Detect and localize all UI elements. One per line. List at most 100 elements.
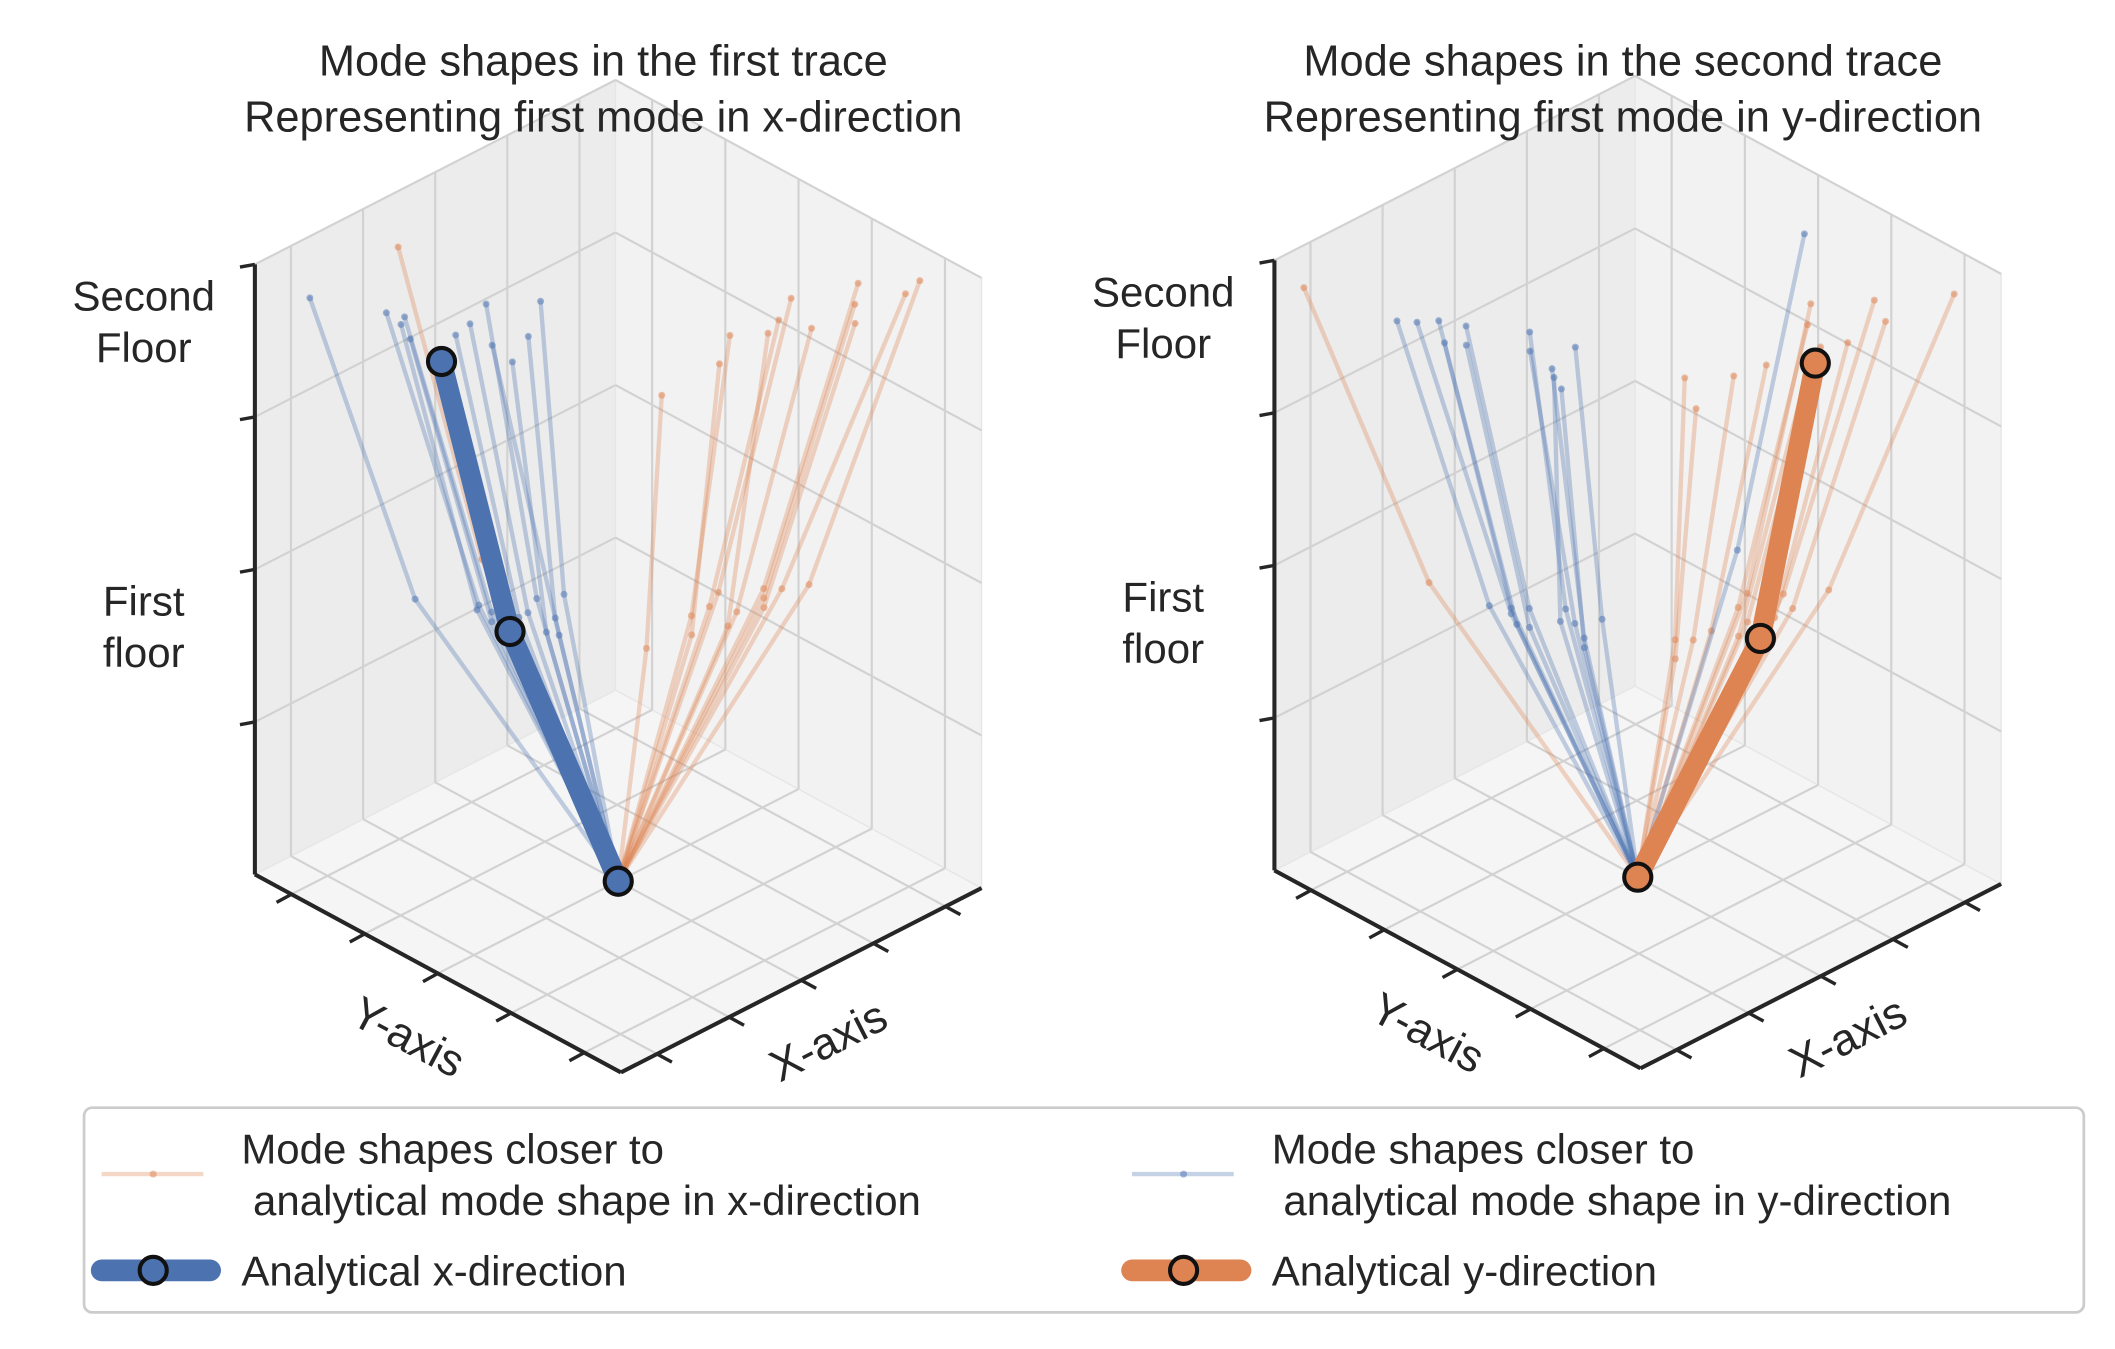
mode-point [1735, 632, 1743, 640]
mode-point [658, 391, 666, 399]
mode-point [1300, 284, 1308, 292]
mode-point [760, 604, 768, 612]
legend-box [82, 1106, 2086, 1314]
mode-point [1950, 290, 1958, 298]
mode-point [724, 622, 732, 630]
mode-point [851, 319, 859, 327]
mode-point [688, 631, 696, 639]
mode-point [560, 590, 568, 598]
legend-label: Analytical y-direction [1272, 1247, 1657, 1294]
y-tick [495, 1011, 512, 1023]
mode-point [715, 360, 723, 368]
x-tick [800, 978, 817, 990]
grid-line [615, 384, 983, 584]
mode-point [1789, 604, 1797, 612]
grid-line [254, 536, 617, 723]
mode-point [1762, 361, 1770, 369]
grid-line [1634, 532, 2002, 733]
mode-point [1413, 318, 1421, 326]
grid-line [1273, 227, 1636, 414]
mode-point [1707, 627, 1715, 635]
x-tick [656, 1052, 673, 1064]
mode-point [1550, 373, 1558, 381]
x-tick [1747, 1011, 1765, 1023]
grid-line [1310, 704, 1673, 892]
mode-point [1393, 317, 1401, 325]
legend-marker [149, 1170, 157, 1178]
mode-point [916, 277, 924, 285]
mode-point [1580, 644, 1588, 652]
mode-point [714, 588, 722, 596]
x-tick [1675, 1048, 1693, 1060]
mode-point [1462, 341, 1470, 349]
analytical-marker [1799, 347, 1831, 379]
mode-point [1571, 343, 1579, 351]
mode-point [1557, 385, 1565, 393]
z-tick [1259, 411, 1275, 418]
mode-point [1526, 623, 1534, 631]
mode-point [533, 595, 541, 603]
grid-line [615, 79, 983, 279]
x-tick [728, 1015, 745, 1027]
mode-point [1807, 300, 1815, 308]
mode-point [1825, 586, 1833, 594]
mode-point [1526, 347, 1534, 355]
z-tick [1259, 716, 1275, 723]
mode-point [1800, 230, 1808, 238]
x-tick [1819, 974, 1837, 986]
grid-line [290, 708, 653, 896]
mode-point [1580, 634, 1588, 642]
mode-point [1681, 374, 1689, 382]
z-tick [1259, 258, 1275, 265]
y-tick [1368, 928, 1386, 940]
mode-point [411, 595, 419, 603]
mode-point [542, 628, 550, 636]
mode-point [808, 324, 816, 332]
legend-marker [137, 1254, 169, 1286]
y-tick [1295, 888, 1312, 900]
mode-point [524, 332, 532, 340]
mode-point [394, 243, 402, 251]
mode-point [687, 612, 695, 620]
mode-point [1671, 636, 1679, 644]
y-tick [275, 892, 293, 904]
analytical-marker [1744, 622, 1776, 655]
mode-point [733, 608, 741, 616]
z-tick-label: First floor [103, 577, 185, 676]
mode-point [901, 290, 910, 298]
grid-line [510, 827, 873, 1015]
mode-point [382, 309, 390, 317]
grid-line [254, 231, 617, 418]
grid-line [1273, 532, 1636, 719]
mode-point [537, 297, 545, 305]
mode-point [1556, 617, 1564, 625]
mode-point [1507, 604, 1515, 612]
y-tick [348, 932, 366, 944]
mode-point [488, 608, 496, 616]
mode-point [1671, 655, 1679, 663]
mode-point [1692, 405, 1700, 413]
x-tick [1892, 937, 1909, 949]
analytical-marker-base [1622, 861, 1654, 893]
mode-point [1803, 321, 1812, 329]
mode-point [306, 294, 314, 302]
mode-point [1435, 317, 1443, 325]
z-tick [239, 262, 256, 269]
mode-point [1571, 619, 1579, 628]
mode-point [1507, 610, 1515, 618]
grid-line [1273, 74, 1636, 262]
mode-point [1462, 322, 1470, 330]
mode-point [854, 279, 862, 287]
mode-point [705, 603, 713, 611]
z-tick [1259, 563, 1275, 570]
grid-line [1634, 380, 2002, 580]
mode-point [642, 644, 651, 652]
mode-point [1844, 339, 1852, 347]
analytical-marker [494, 615, 526, 648]
mode-point [475, 601, 483, 609]
z-tick [239, 415, 256, 422]
mode-point [1734, 603, 1742, 611]
grid-line [1634, 74, 2002, 275]
y-tick [1441, 967, 1459, 980]
